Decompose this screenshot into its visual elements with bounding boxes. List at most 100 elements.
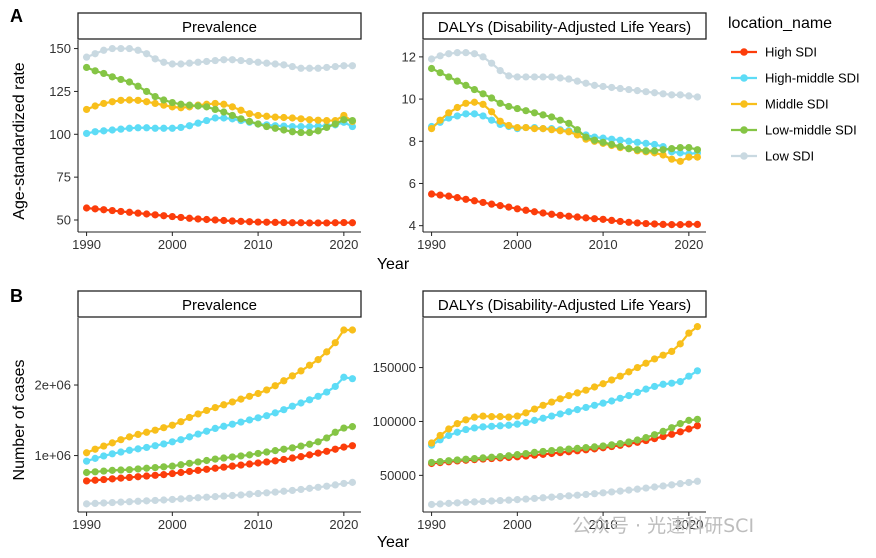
data-point	[348, 423, 357, 431]
data-point	[108, 206, 116, 215]
data-point	[331, 339, 339, 347]
data-point	[211, 464, 219, 472]
data-point	[548, 446, 556, 455]
data-point	[488, 59, 496, 67]
data-point	[220, 216, 228, 225]
data-point	[271, 488, 279, 496]
data-point	[263, 386, 271, 394]
data-point	[314, 392, 322, 400]
data-point	[271, 124, 279, 132]
data-point	[245, 451, 254, 459]
data-point	[642, 88, 650, 96]
data-point	[100, 46, 108, 54]
data-point	[539, 111, 547, 119]
data-point	[436, 431, 444, 440]
data-point	[211, 216, 219, 224]
data-point	[608, 488, 616, 496]
data-point	[633, 87, 641, 95]
data-point	[693, 367, 702, 375]
data-point	[676, 144, 684, 152]
data-point	[513, 73, 521, 81]
facet-title: DALYs (Disability-Adjusted Life Years)	[438, 297, 691, 314]
data-point	[194, 119, 202, 127]
data-point	[220, 56, 228, 64]
y-tick-label: 6	[409, 176, 416, 191]
panel-a-prevalence: Prevalence 50 75 100 125 150 1990 2000 2010 2020	[49, 12, 362, 252]
data-point	[125, 473, 134, 482]
data-point	[168, 469, 176, 478]
data-point	[625, 368, 633, 376]
data-point	[445, 457, 453, 465]
x-tick-label: 2020	[329, 237, 358, 252]
x-tick-label: 2010	[244, 517, 273, 532]
series-low-middle-sdi	[82, 423, 357, 477]
legend-title: location_name	[728, 15, 832, 32]
data-point	[530, 494, 539, 503]
data-point	[685, 478, 693, 487]
data-point	[633, 146, 641, 154]
series-line-low-middle-sdi	[431, 418, 698, 464]
data-point	[271, 60, 279, 68]
data-point	[556, 492, 564, 501]
data-point	[556, 410, 564, 418]
series-low-middle-sdi	[82, 63, 357, 137]
legend-label: Low-middle SDI	[765, 123, 857, 138]
data-point	[427, 439, 436, 447]
data-point	[254, 449, 262, 458]
data-point	[203, 465, 211, 473]
watermark: 公众号 · 光速科研SCI	[572, 515, 754, 537]
x-axis-label-b: Year	[377, 534, 410, 551]
data-point	[522, 123, 530, 132]
data-point	[522, 495, 530, 503]
data-point	[625, 392, 633, 400]
data-point	[177, 100, 185, 108]
data-point	[445, 431, 453, 440]
data-point	[194, 430, 202, 438]
data-point	[108, 498, 116, 507]
data-point	[160, 424, 168, 432]
data-point	[117, 75, 125, 84]
data-point	[462, 498, 470, 506]
data-point	[211, 105, 219, 114]
data-point	[427, 458, 436, 467]
data-point	[565, 445, 573, 453]
data-point	[642, 434, 650, 442]
data-point	[194, 466, 202, 474]
data-point	[160, 101, 168, 109]
data-point	[117, 96, 125, 104]
data-point	[539, 125, 547, 133]
data-point	[427, 64, 436, 73]
data-point	[505, 452, 513, 460]
data-point	[548, 113, 556, 121]
x-tick-label: 1990	[72, 237, 101, 252]
legend-item: High-middle SDI	[731, 71, 860, 86]
series-line-high-middle-sdi	[431, 112, 698, 156]
x-tick-label: 1990	[417, 237, 446, 252]
data-point	[548, 73, 556, 81]
data-point	[642, 139, 650, 147]
data-point	[82, 500, 91, 508]
data-point	[177, 213, 185, 222]
data-point	[453, 103, 461, 112]
data-point	[143, 124, 151, 132]
data-point	[676, 340, 684, 348]
data-point	[488, 116, 496, 124]
data-point	[203, 493, 211, 501]
data-point	[211, 455, 219, 463]
data-point	[470, 197, 479, 205]
data-point	[237, 56, 245, 65]
data-point	[573, 389, 581, 397]
data-point	[436, 457, 444, 466]
data-point	[479, 90, 487, 98]
data-point	[685, 153, 693, 161]
data-point	[436, 191, 444, 199]
data-point	[194, 458, 202, 466]
data-point	[590, 383, 599, 391]
data-point	[108, 439, 116, 447]
data-point	[143, 87, 151, 96]
data-point	[280, 455, 288, 464]
series-middle-sdi	[82, 96, 357, 126]
data-point	[331, 445, 339, 453]
y-tick-label: 125	[49, 84, 71, 99]
